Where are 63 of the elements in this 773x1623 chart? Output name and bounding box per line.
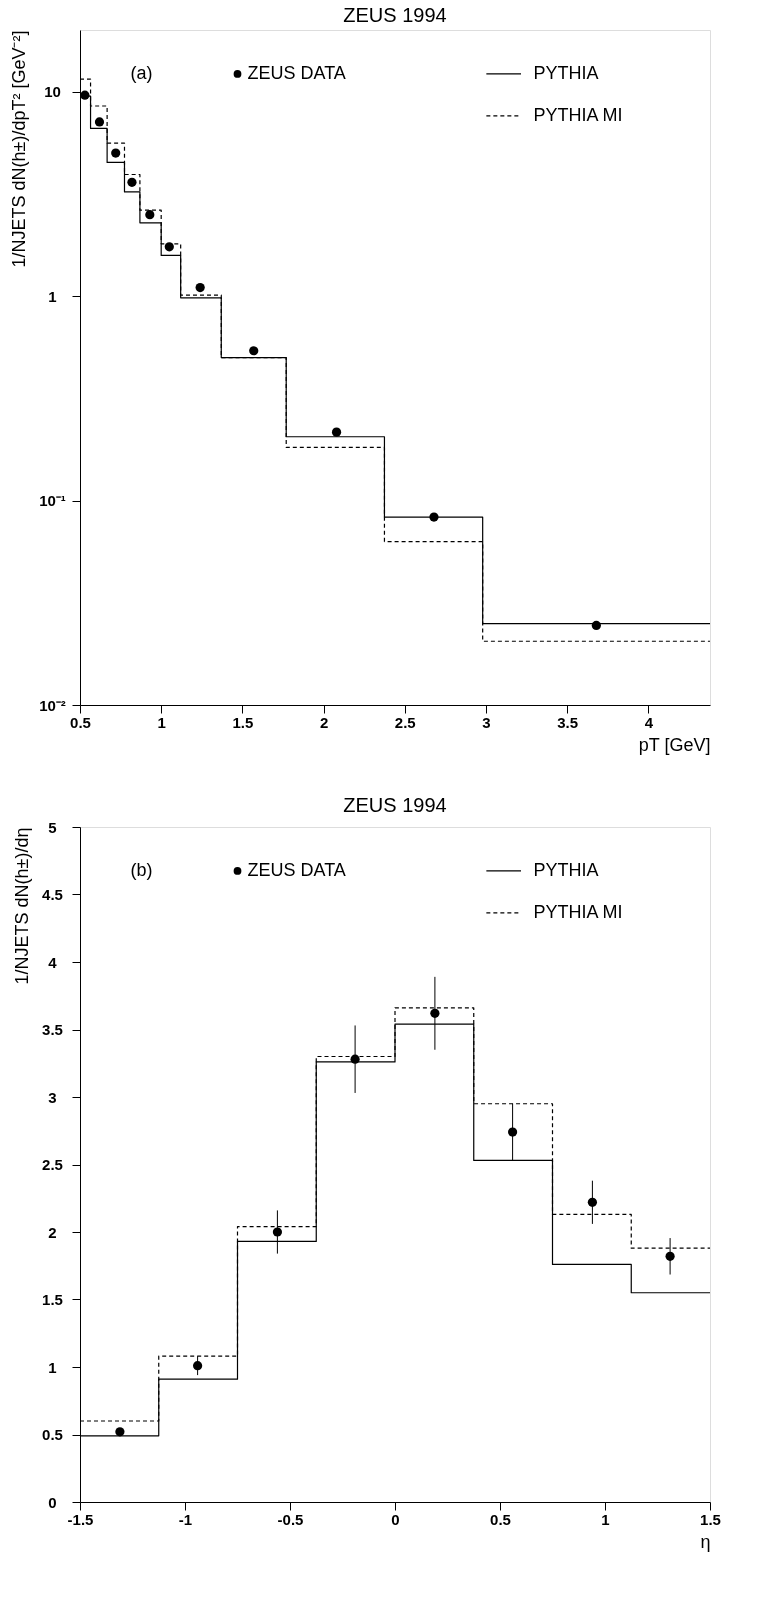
point bbox=[331, 427, 342, 437]
y-axis-title: 1/NJETS dN(h±)/dpT² [GeV⁻²] bbox=[9, 30, 30, 268]
x-tick-label: 1.5 bbox=[700, 1510, 721, 1528]
point bbox=[145, 210, 155, 220]
annotation: (a) bbox=[130, 62, 153, 83]
y-axis-title: 1/NJETS dN(h±)/dη bbox=[12, 827, 33, 985]
point bbox=[94, 117, 105, 127]
y-tick-label: 1 bbox=[48, 287, 57, 305]
point bbox=[164, 242, 174, 252]
point bbox=[591, 620, 601, 631]
point bbox=[272, 1227, 283, 1237]
chart-title: ZEUS 1994 bbox=[343, 794, 447, 816]
y-tick-label: 10⁻² bbox=[39, 696, 66, 714]
point bbox=[192, 1361, 203, 1371]
x-tick-label: 1 bbox=[601, 1510, 610, 1528]
y-tick-label: 1 bbox=[48, 1358, 57, 1376]
y-tick-label: 5 bbox=[48, 818, 57, 836]
y-tick-label: 0 bbox=[48, 1493, 57, 1511]
y-tick-label: 10 bbox=[44, 83, 61, 101]
x-axis-title: pT [GeV] bbox=[638, 734, 711, 755]
y-tick-label: 3 bbox=[48, 1088, 57, 1106]
x-tick-label: 2.5 bbox=[394, 713, 416, 731]
x-tick-label: 1 bbox=[157, 713, 166, 731]
point bbox=[429, 512, 439, 522]
x-tick-label: 3 bbox=[482, 713, 491, 731]
y-tick-label: 2 bbox=[48, 1223, 57, 1241]
legend-label: PYTHIA MI bbox=[533, 104, 623, 125]
point bbox=[249, 346, 259, 356]
legend-label: PYTHIA bbox=[533, 62, 599, 83]
point bbox=[350, 1054, 360, 1064]
x-tick-label: 1.5 bbox=[232, 713, 254, 731]
x-tick-label: 0.5 bbox=[70, 713, 91, 731]
x-tick-label: 4 bbox=[644, 713, 654, 731]
point bbox=[111, 148, 121, 158]
y-tick-label: 3.5 bbox=[42, 1021, 63, 1038]
legend-label: PYTHIA bbox=[533, 859, 599, 880]
y-tick-label: 10⁻¹ bbox=[39, 492, 66, 510]
y-tick-label: 4 bbox=[48, 953, 58, 971]
x-tick-label: -1.5 bbox=[67, 1510, 94, 1528]
x-axis-title: η bbox=[700, 1531, 711, 1552]
chart-title: ZEUS 1994 bbox=[343, 4, 447, 26]
point bbox=[507, 1127, 518, 1137]
y-tick-label: 4.5 bbox=[42, 886, 63, 903]
x-tick-label: 0 bbox=[391, 1510, 400, 1528]
point bbox=[587, 1197, 598, 1207]
point bbox=[430, 1008, 440, 1018]
y-tick-label: 2.5 bbox=[42, 1156, 63, 1173]
y-tick-label: 0.5 bbox=[42, 1426, 63, 1443]
point bbox=[115, 1427, 125, 1437]
point bbox=[80, 90, 90, 100]
legend-label: ZEUS DATA bbox=[247, 859, 346, 880]
point bbox=[665, 1251, 675, 1261]
legend-label: PYTHIA MI bbox=[533, 901, 623, 922]
y-tick-label: 1.5 bbox=[42, 1291, 63, 1308]
x-tick-label: -0.5 bbox=[277, 1510, 304, 1528]
point bbox=[195, 282, 205, 293]
x-tick-label: 3.5 bbox=[557, 713, 579, 731]
legend-label: ZEUS DATA bbox=[247, 62, 346, 83]
x-tick-label: 0.5 bbox=[490, 1510, 511, 1528]
point bbox=[127, 177, 137, 187]
annotation: (b) bbox=[130, 859, 153, 880]
x-tick-label: 2 bbox=[319, 713, 329, 731]
x-tick-label: -1 bbox=[178, 1510, 193, 1528]
